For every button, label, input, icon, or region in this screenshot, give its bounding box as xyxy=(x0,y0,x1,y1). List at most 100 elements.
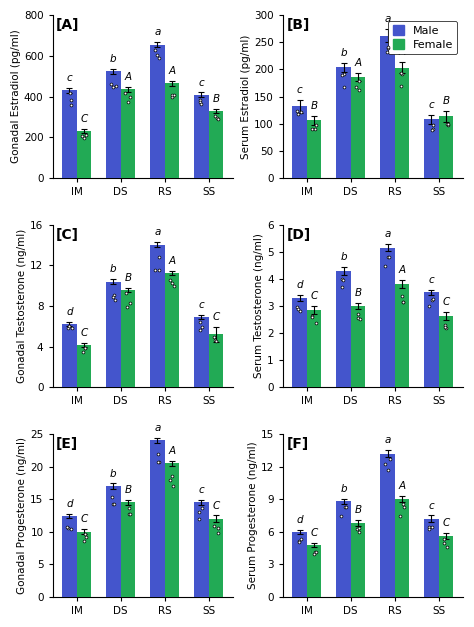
Text: C: C xyxy=(212,312,219,322)
Bar xyxy=(77,345,91,387)
Bar xyxy=(194,317,209,387)
Bar xyxy=(62,324,77,387)
Bar xyxy=(351,77,365,178)
Text: d: d xyxy=(296,515,303,525)
Text: b: b xyxy=(340,48,347,58)
Text: c: c xyxy=(428,500,434,510)
Bar xyxy=(307,120,321,178)
Bar xyxy=(292,298,307,387)
Bar xyxy=(164,273,179,387)
Text: [D]: [D] xyxy=(286,228,310,242)
Text: d: d xyxy=(66,307,73,317)
Bar xyxy=(121,90,135,178)
Bar xyxy=(150,45,164,178)
Bar xyxy=(380,248,395,387)
Text: A: A xyxy=(168,256,175,266)
Bar xyxy=(150,245,164,387)
Text: B: B xyxy=(355,505,362,515)
Bar xyxy=(77,532,91,597)
Text: A: A xyxy=(124,72,131,82)
Bar xyxy=(164,463,179,597)
Bar xyxy=(62,90,77,178)
Text: A: A xyxy=(168,446,175,456)
Bar xyxy=(351,306,365,387)
Text: a: a xyxy=(384,14,391,24)
Text: A: A xyxy=(399,481,406,491)
Text: b: b xyxy=(110,468,117,478)
Text: b: b xyxy=(110,264,117,274)
Bar xyxy=(209,519,223,597)
Bar xyxy=(77,131,91,178)
Y-axis label: Gonadal Estradiol (pg/ml): Gonadal Estradiol (pg/ml) xyxy=(11,29,21,164)
Bar xyxy=(164,83,179,178)
Y-axis label: Gonadal Progesterone (ng/ml): Gonadal Progesterone (ng/ml) xyxy=(18,437,27,594)
Y-axis label: Serum Testosterone (ng/ml): Serum Testosterone (ng/ml) xyxy=(254,233,264,379)
Bar xyxy=(395,68,409,178)
Text: d: d xyxy=(66,499,73,509)
Bar xyxy=(439,536,453,597)
Bar xyxy=(209,334,223,387)
Text: [E]: [E] xyxy=(56,437,78,451)
Text: C: C xyxy=(81,514,88,524)
Text: B: B xyxy=(124,273,131,283)
Bar xyxy=(292,532,307,597)
Bar xyxy=(106,282,121,387)
Y-axis label: Serum Progesterone (ng/ml): Serum Progesterone (ng/ml) xyxy=(247,441,257,589)
Bar xyxy=(380,453,395,597)
Text: a: a xyxy=(154,423,161,433)
Text: b: b xyxy=(340,251,347,261)
Bar xyxy=(336,67,351,178)
Text: [A]: [A] xyxy=(56,18,80,33)
Text: c: c xyxy=(297,85,302,95)
Text: B: B xyxy=(212,94,219,104)
Bar xyxy=(106,486,121,597)
Text: a: a xyxy=(384,229,391,240)
Text: c: c xyxy=(199,78,204,88)
Bar xyxy=(194,502,209,597)
Text: b: b xyxy=(340,483,347,493)
Bar xyxy=(424,292,439,387)
Text: [C]: [C] xyxy=(56,228,79,242)
Text: C: C xyxy=(81,328,88,338)
Text: a: a xyxy=(154,28,161,37)
Text: c: c xyxy=(428,100,434,110)
Bar xyxy=(307,545,321,597)
Bar xyxy=(150,441,164,597)
Text: c: c xyxy=(199,300,204,310)
Legend: Male, Female: Male, Female xyxy=(388,21,457,55)
Text: B: B xyxy=(310,101,318,111)
Text: C: C xyxy=(81,114,88,124)
Text: C: C xyxy=(442,518,450,528)
Text: A: A xyxy=(168,66,175,76)
Text: c: c xyxy=(428,275,434,285)
Bar xyxy=(380,36,395,178)
Y-axis label: Gonadal Testosterone (ng/ml): Gonadal Testosterone (ng/ml) xyxy=(18,229,27,383)
Text: B: B xyxy=(442,96,449,106)
Bar xyxy=(194,95,209,178)
Bar xyxy=(336,271,351,387)
Bar xyxy=(106,71,121,178)
Text: [B]: [B] xyxy=(286,18,310,33)
Text: c: c xyxy=(66,73,73,83)
Text: A: A xyxy=(399,48,406,58)
Text: C: C xyxy=(442,297,450,307)
Bar xyxy=(439,316,453,387)
Text: C: C xyxy=(212,500,219,510)
Bar xyxy=(395,284,409,387)
Bar xyxy=(439,116,453,178)
Text: C: C xyxy=(310,291,318,301)
Bar xyxy=(292,107,307,178)
Bar xyxy=(121,502,135,597)
Text: [F]: [F] xyxy=(286,437,309,451)
Bar xyxy=(307,310,321,387)
Text: B: B xyxy=(124,485,131,495)
Text: d: d xyxy=(296,280,303,290)
Text: c: c xyxy=(199,485,204,495)
Bar xyxy=(395,499,409,597)
Y-axis label: Serum Estradiol (pg/ml): Serum Estradiol (pg/ml) xyxy=(241,34,251,159)
Text: b: b xyxy=(110,54,117,64)
Bar xyxy=(424,519,439,597)
Text: A: A xyxy=(355,58,362,68)
Text: A: A xyxy=(399,265,406,275)
Text: a: a xyxy=(154,228,161,238)
